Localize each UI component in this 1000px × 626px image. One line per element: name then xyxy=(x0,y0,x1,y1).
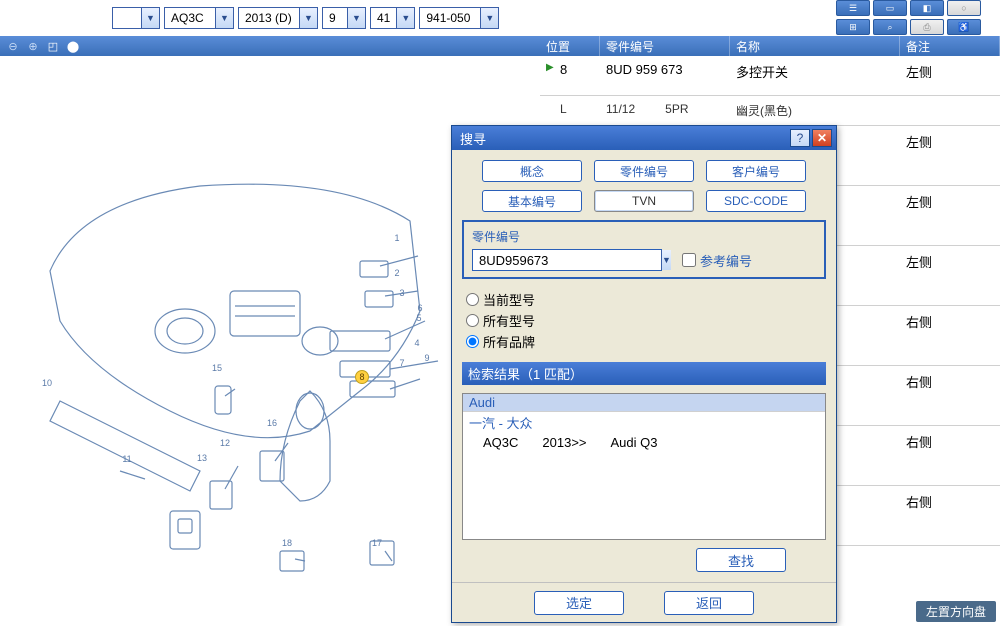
top-dropdown-1[interactable]: AQ3C▼ xyxy=(164,7,234,29)
callout-7[interactable]: 7 xyxy=(395,356,409,370)
tab-SDC-CODE[interactable]: SDC-CODE xyxy=(706,190,806,212)
help-button[interactable]: ? xyxy=(790,129,810,147)
toolbar-icon-3[interactable]: ◧ xyxy=(910,0,944,16)
results-box: Audi 一汽 - 大众 AQ3C 2013>> Audi Q3 xyxy=(462,393,826,540)
callout-2[interactable]: 2 xyxy=(390,266,404,280)
callout-11[interactable]: 11 xyxy=(120,452,134,466)
exploded-diagram xyxy=(20,76,520,606)
ref-checkbox-input[interactable] xyxy=(682,253,696,267)
search-button[interactable]: 查找 xyxy=(696,548,786,572)
top-right-icons: ☰ ▭ ◧ ○ ⊞ ⌕ ⎙ ♿ xyxy=(836,0,996,35)
search-box: 零件编号 ▼ 参考编号 xyxy=(462,220,826,279)
toolbar-icon-1[interactable]: ☰ xyxy=(836,0,870,16)
badge-area: 左置方向盘 xyxy=(916,601,996,622)
tab-TVN[interactable]: TVN xyxy=(594,190,694,212)
result-dealer[interactable]: 一汽 - 大众 xyxy=(463,411,825,433)
callout-13[interactable]: 13 xyxy=(195,451,209,465)
th-partno: 零件编号 xyxy=(600,36,730,56)
tab-row-2: 基本编号 TVN SDC-CODE xyxy=(462,190,826,212)
dropdown-arrow-icon[interactable]: ▼ xyxy=(299,8,317,28)
top-dropdown-5[interactable]: 941-050▼ xyxy=(419,7,499,29)
th-name: 名称 xyxy=(730,36,900,56)
tab-基本编号[interactable]: 基本编号 xyxy=(482,190,582,212)
tab-row-1: 概念零件编号客户编号 xyxy=(462,160,826,182)
search-dialog: 搜寻 ? ✕ 概念零件编号客户编号 基本编号TVNSDC-CODE 零件编号 ▼… xyxy=(451,125,837,623)
tab-概念[interactable]: 概念 xyxy=(482,160,582,182)
top-dropdown-0[interactable]: ▼ xyxy=(112,7,160,29)
result-name: Audi Q3 xyxy=(611,435,658,450)
zoom-in-icon[interactable]: ⊕ xyxy=(24,38,42,54)
select-button[interactable]: 选定 xyxy=(534,591,624,615)
part-number-input[interactable] xyxy=(473,250,661,270)
top-dropdown-2[interactable]: 2013 (D)▼ xyxy=(238,7,318,29)
toolbar-icon-5[interactable]: ⊞ xyxy=(836,19,870,35)
ref-checkbox[interactable]: 参考编号 xyxy=(682,251,752,270)
back-button[interactable]: 返回 xyxy=(664,591,754,615)
table-row[interactable]: ▶88UD 959 673多控开关左侧 xyxy=(540,56,1000,96)
table-row[interactable]: L11/125PR幽灵(黑色) xyxy=(540,96,1000,126)
toolbar-icon-8[interactable]: ♿ xyxy=(947,19,981,35)
callout-17[interactable]: 17 xyxy=(370,536,384,550)
callout-9[interactable]: 9 xyxy=(420,351,434,365)
zoom-out-icon[interactable]: ⊖ xyxy=(4,38,22,54)
table-header: 位置 零件编号 名称 备注 xyxy=(540,36,1000,56)
callout-16[interactable]: 16 xyxy=(265,416,279,430)
results-header: 检索结果（1 匹配） xyxy=(462,362,826,385)
close-button[interactable]: ✕ xyxy=(812,129,832,147)
th-pos: 位置 xyxy=(540,36,600,56)
dialog-titlebar[interactable]: 搜寻 ? ✕ xyxy=(452,126,836,150)
toolbar-icon-7[interactable]: ⎙ xyxy=(910,19,944,35)
dropdown-arrow-icon[interactable]: ▼ xyxy=(396,8,414,28)
search-dropdown-arrow[interactable]: ▼ xyxy=(661,250,671,270)
result-brand[interactable]: Audi xyxy=(463,394,825,411)
callout-12[interactable]: 12 xyxy=(218,436,232,450)
tab-客户编号[interactable]: 客户编号 xyxy=(706,160,806,182)
link-icon[interactable]: ⬤ xyxy=(64,38,82,54)
callout-4[interactable]: 4 xyxy=(410,336,424,350)
result-code: AQ3C xyxy=(483,435,518,450)
th-note: 备注 xyxy=(900,36,1000,56)
dropdown-arrow-icon[interactable]: ▼ xyxy=(141,8,159,28)
dropdown-arrow-icon[interactable]: ▼ xyxy=(480,8,498,28)
toolbar-icon-2[interactable]: ▭ xyxy=(873,0,907,16)
top-toolbar: ▼AQ3C▼2013 (D)▼9▼41▼941-050▼ ☰ ▭ ◧ ○ ⊞ ⌕… xyxy=(0,0,1000,36)
search-label: 零件编号 xyxy=(472,228,816,245)
callout-15[interactable]: 15 xyxy=(210,361,224,375)
scope-radios: 当前型号所有型号所有品牌 xyxy=(462,287,826,354)
zoom-region-icon[interactable]: ◰ xyxy=(44,38,62,54)
callout-18[interactable]: 18 xyxy=(280,536,294,550)
dialog-title: 搜寻 xyxy=(456,129,788,148)
callout-8[interactable]: 8 xyxy=(355,370,369,384)
callout-1[interactable]: 1 xyxy=(390,231,404,245)
dropdown-arrow-icon[interactable]: ▼ xyxy=(215,8,233,28)
tab-零件编号[interactable]: 零件编号 xyxy=(594,160,694,182)
scope-radio-1[interactable]: 所有型号 xyxy=(466,310,822,331)
result-model[interactable]: AQ3C 2013>> Audi Q3 xyxy=(463,433,825,452)
dialog-footer: 选定 返回 xyxy=(452,582,836,622)
search-input-wrap: ▼ xyxy=(472,249,662,271)
toolbar-icon-4[interactable]: ○ xyxy=(947,0,981,16)
steering-badge: 左置方向盘 xyxy=(916,601,996,622)
top-dropdown-4[interactable]: 41▼ xyxy=(370,7,415,29)
scope-radio-2[interactable]: 所有品牌 xyxy=(466,331,822,352)
scope-radio-0[interactable]: 当前型号 xyxy=(466,289,822,310)
ref-checkbox-label: 参考编号 xyxy=(700,251,752,270)
callout-6[interactable]: 6 xyxy=(413,301,427,315)
toolbar-icon-6[interactable]: ⌕ xyxy=(873,19,907,35)
callout-10[interactable]: 10 xyxy=(40,376,54,390)
top-dropdown-3[interactable]: 9▼ xyxy=(322,7,366,29)
result-year: 2013>> xyxy=(542,435,586,450)
dropdown-arrow-icon[interactable]: ▼ xyxy=(347,8,365,28)
callout-3[interactable]: 3 xyxy=(395,286,409,300)
